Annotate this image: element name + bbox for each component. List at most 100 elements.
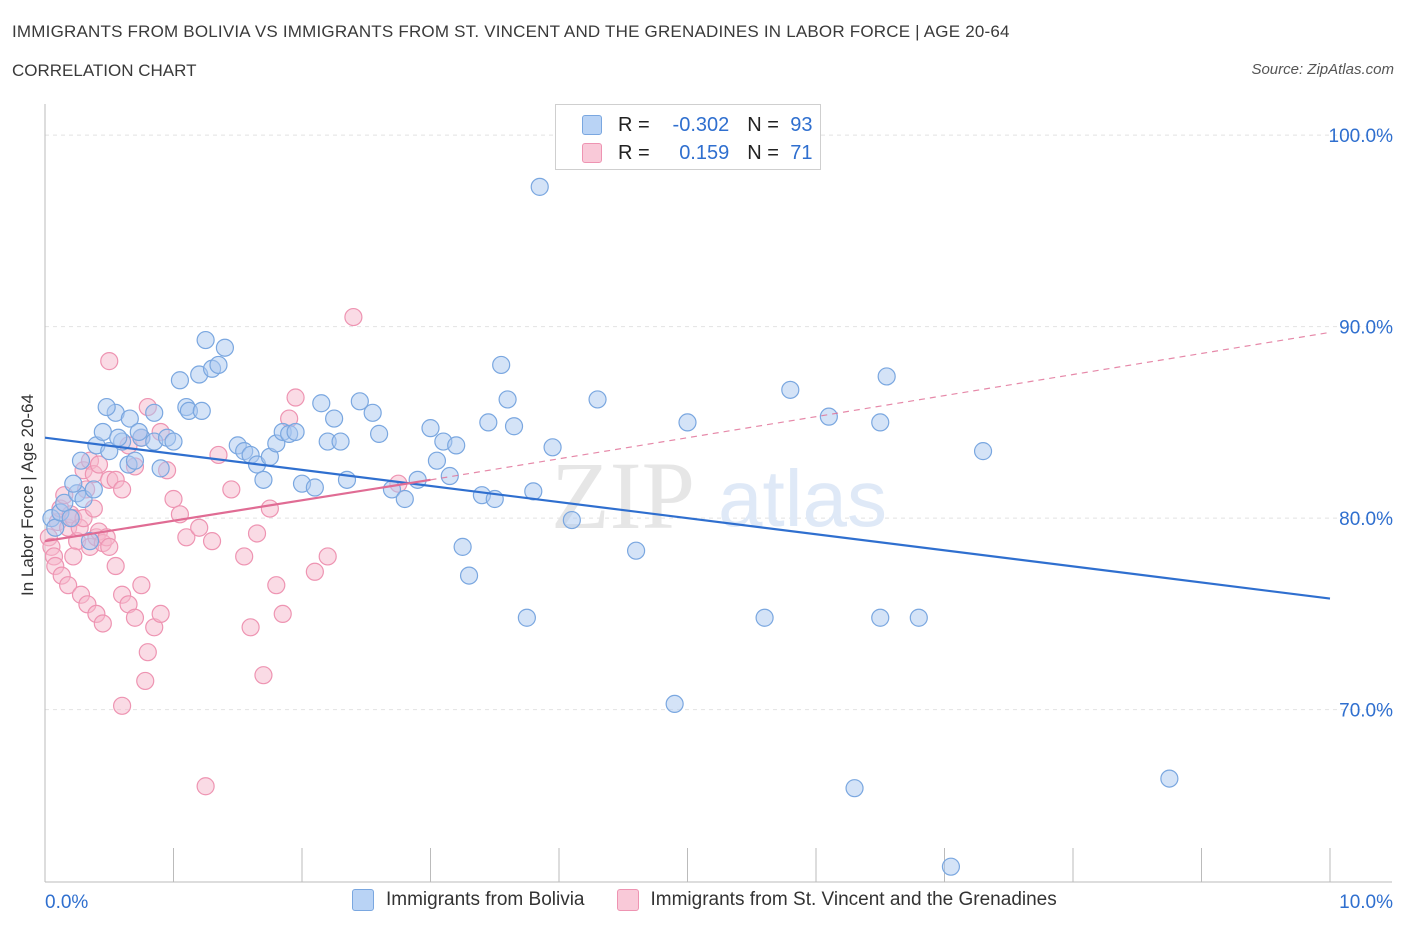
data-point [273, 604, 292, 624]
data-point [819, 407, 838, 426]
data-point [164, 489, 183, 509]
x-tick-label: 0.0% [45, 892, 88, 913]
data-point [196, 777, 215, 796]
tick-labels: 70.0% 80.0% 90.0% 100.0% 0.0% 10.0% [45, 126, 1393, 913]
data-point [202, 532, 222, 551]
data-point [973, 442, 993, 461]
legend-swatch-bolivia [582, 115, 602, 135]
data-point [678, 413, 697, 432]
data-point [562, 510, 581, 530]
data-point [318, 547, 337, 566]
data-point [845, 779, 864, 798]
data-point [421, 419, 440, 438]
data-point [151, 604, 170, 624]
legend-label-bolivia: Immigrants from Bolivia [386, 889, 585, 910]
data-point [877, 367, 896, 386]
data-point [459, 566, 479, 585]
data-point [138, 643, 157, 662]
data-point [222, 480, 241, 499]
data-point [871, 413, 890, 432]
data-point [247, 524, 267, 543]
data-point [350, 392, 369, 411]
data-point [145, 403, 164, 422]
data-point [755, 608, 774, 627]
data-point [479, 413, 498, 432]
data-point [626, 541, 646, 560]
data-point [517, 608, 536, 627]
series-stvincent-points [39, 307, 408, 796]
data-point [89, 455, 109, 474]
data-point [120, 409, 139, 428]
legend-n-label: N = [747, 113, 785, 136]
data-point [1160, 769, 1179, 788]
data-point [498, 390, 517, 409]
legend-swatch-stvincent [582, 143, 602, 163]
correlation-legend: R = -0.302 N = 93 R = 0.159 N = 71 [555, 104, 821, 170]
data-point [267, 576, 286, 595]
legend-n-label: N = [747, 141, 785, 164]
data-point [395, 489, 414, 509]
data-point [254, 666, 273, 685]
data-point [93, 614, 112, 633]
data-point [286, 422, 305, 442]
data-point [305, 562, 324, 581]
y-tick-label: 90.0% [1339, 318, 1393, 339]
series-legend: Immigrants from Bolivia Immigrants from … [352, 889, 1089, 911]
chart-title: IMMIGRANTS FROM BOLIVIA VS IMMIGRANTS FR… [12, 22, 1010, 41]
legend-r-label: R = [618, 141, 656, 164]
legend-label-stvincent: Immigrants from St. Vincent and the Gren… [650, 889, 1057, 910]
data-point [61, 509, 80, 528]
legend-row-bolivia: R = -0.302 N = 93 [582, 111, 813, 139]
data-point [100, 352, 119, 371]
data-point [46, 518, 65, 537]
data-point [64, 547, 83, 566]
trend-line-extension [430, 331, 1331, 481]
data-point [71, 451, 91, 470]
legend-swatch-stvincent [616, 889, 639, 911]
data-point [504, 417, 524, 436]
data-point [151, 459, 170, 478]
data-point [93, 422, 112, 442]
data-point [286, 388, 305, 407]
watermark-atlas: atlas [718, 454, 887, 543]
data-point [344, 307, 363, 327]
data-point [112, 480, 132, 499]
data-point [84, 480, 103, 499]
data-point [209, 355, 228, 375]
trend-line [44, 478, 431, 543]
data-point [177, 528, 196, 547]
data-point [136, 671, 155, 691]
data-point [55, 493, 74, 512]
data-point [440, 466, 459, 486]
data-point [125, 608, 145, 627]
chart-subtitle: CORRELATION CHART [12, 61, 197, 80]
data-point [588, 390, 607, 409]
data-point [132, 576, 151, 595]
data-point [196, 330, 215, 350]
y-tick-label: 80.0% [1339, 509, 1393, 530]
data-point [190, 518, 209, 537]
data-point [312, 394, 331, 413]
y-tick-label: 70.0% [1339, 701, 1393, 722]
data-point [64, 474, 83, 493]
data-point [129, 422, 148, 442]
data-point [331, 432, 350, 451]
data-point [543, 438, 562, 457]
series-bolivia-points [42, 177, 1179, 876]
data-point [427, 451, 447, 470]
legend-r-label: R = [618, 113, 656, 136]
data-point [125, 451, 145, 470]
data-point [59, 576, 78, 595]
data-point [305, 478, 324, 497]
y-axis-label: In Labor Force | Age 20-64 [18, 394, 37, 596]
data-point [781, 380, 800, 399]
legend-swatch-bolivia [352, 889, 374, 911]
data-point [80, 532, 100, 551]
data-point [871, 608, 890, 627]
data-point [192, 401, 211, 421]
x-tick-label: 10.0% [1339, 892, 1393, 913]
data-point [100, 537, 119, 556]
data-point [530, 177, 549, 196]
trend-lines [44, 331, 1331, 600]
